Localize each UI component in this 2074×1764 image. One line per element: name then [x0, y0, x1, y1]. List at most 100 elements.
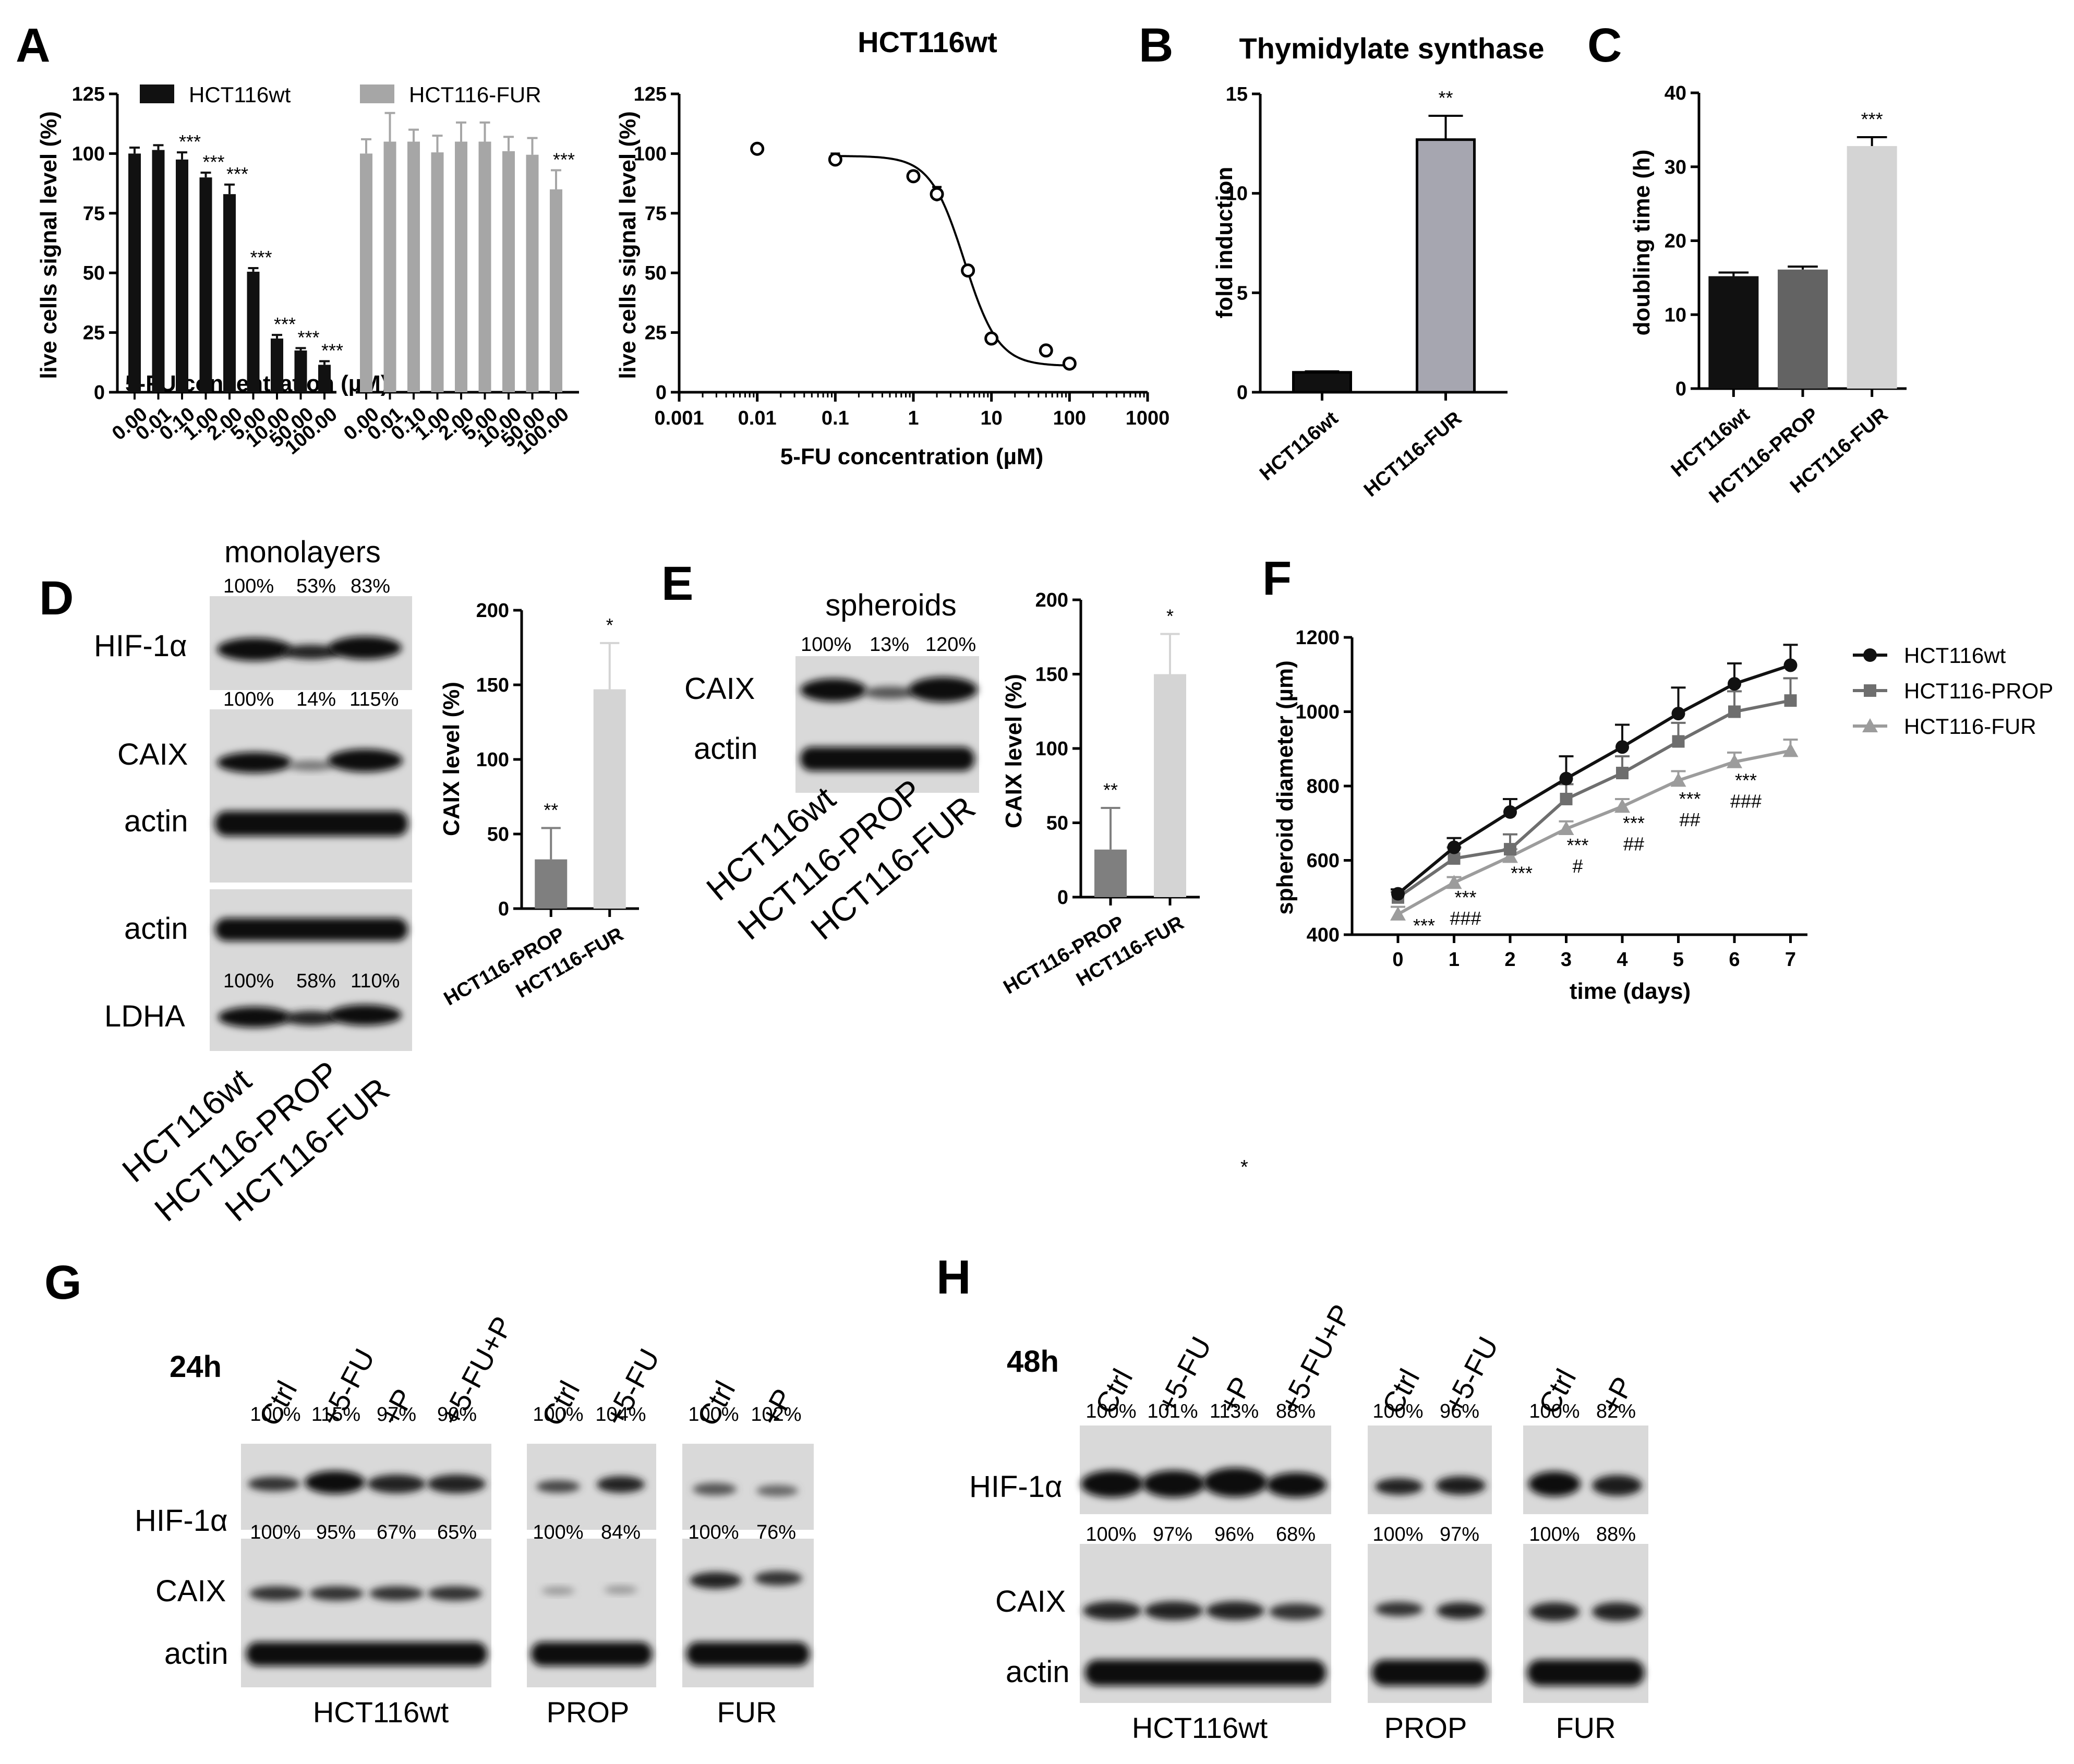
- data-point: [1671, 707, 1685, 721]
- significance-label: ***: [203, 151, 225, 173]
- chart-c-doubling-time: doubling time (h) 010203040HCT116wtHCT11…: [1629, 82, 1907, 508]
- band: [284, 1011, 338, 1025]
- band: [217, 638, 292, 661]
- data-point: [1039, 343, 1053, 358]
- legend-label: HCT116-FUR: [1904, 714, 2036, 739]
- bar: [502, 151, 515, 392]
- significance-label: *: [606, 614, 613, 636]
- bar: [431, 152, 444, 392]
- legend-swatch-hct116-fur: [360, 84, 394, 103]
- pct: 58%: [296, 970, 336, 992]
- y-tick-label: 100: [634, 143, 667, 165]
- band: [1436, 1476, 1486, 1495]
- y-tick-label: 100: [72, 143, 105, 165]
- y-tick-label: 0: [94, 382, 105, 404]
- chart-a-dose-bar: HCT116wt HCT116-FUR 5-FU concentration (…: [36, 82, 579, 459]
- legend-swatch-hct116wt: [140, 84, 174, 103]
- data-point: [1448, 852, 1461, 865]
- y-tick-label: 10: [1226, 183, 1248, 205]
- pct: 100%: [223, 575, 274, 597]
- significance-label: ##: [1623, 833, 1644, 854]
- band: [531, 1642, 652, 1666]
- band: [428, 1586, 482, 1601]
- chart-e-caix-level: CAIX level (%) 050100150200**HCT116-PROP…: [1000, 589, 1200, 999]
- band: [288, 760, 334, 771]
- y-axis-label: fold induction: [1212, 167, 1237, 319]
- significance-label: ***: [1566, 835, 1588, 856]
- band: [690, 1572, 742, 1589]
- band: [693, 1483, 737, 1495]
- blot-box-caix-actin: [795, 656, 979, 793]
- significance-label: ***: [321, 340, 343, 361]
- row-label: HIF-1α: [94, 629, 187, 663]
- bar: [407, 141, 420, 392]
- x-tick-label: 0: [1392, 949, 1403, 971]
- significance-label: ##: [1679, 809, 1700, 830]
- x-tick-label: 1000: [1126, 407, 1170, 429]
- panel-letter-g: G: [44, 1256, 82, 1309]
- band: [1375, 1478, 1423, 1495]
- y-tick-label: 0: [656, 382, 667, 404]
- significance-label: ***: [274, 313, 296, 335]
- y-tick-label: 600: [1307, 850, 1340, 872]
- pct: 100%: [801, 634, 851, 656]
- band: [1206, 1601, 1264, 1620]
- pct: 14%: [296, 688, 336, 710]
- band: [1592, 1602, 1642, 1621]
- pct: 100%: [223, 970, 274, 992]
- pct-label: 97%: [1440, 1524, 1479, 1545]
- band: [217, 752, 292, 773]
- blot-g-24h: 24h HIF-1α CAIX actin: [135, 1311, 814, 1729]
- group-label: HCT116wt: [313, 1696, 449, 1729]
- band: [1527, 1660, 1644, 1686]
- data-point: [1782, 743, 1799, 757]
- row-label: HIF-1α: [135, 1504, 228, 1538]
- data-point: [906, 169, 921, 184]
- data-point: [1670, 772, 1686, 787]
- band: [754, 1571, 802, 1586]
- band: [1266, 1472, 1327, 1497]
- panel-letter-c: C: [1587, 19, 1622, 72]
- x-tick-label: 6: [1729, 949, 1740, 971]
- y-tick-label: 15: [1226, 83, 1248, 105]
- significance-label: ***: [1679, 788, 1701, 809]
- data-point: [1558, 820, 1574, 835]
- chart-a-dose-response: HCT116wt 5-FU concentration (µM) live ce…: [615, 26, 1169, 469]
- y-tick-label: 25: [645, 322, 667, 344]
- band: [328, 749, 403, 772]
- row-label: CAIX: [155, 1574, 226, 1608]
- bar: [526, 154, 539, 392]
- significance-label: ***: [1413, 915, 1435, 936]
- row-label: CAIX: [995, 1585, 1066, 1618]
- blot-box: [1523, 1425, 1648, 1514]
- significance-label: ***: [1861, 108, 1883, 130]
- series-line: [1397, 699, 1791, 899]
- band: [329, 1005, 402, 1025]
- significance-label: ***: [1735, 770, 1757, 791]
- legend-label: HCT116wt: [1904, 643, 2006, 668]
- pct-label: 67%: [377, 1521, 416, 1543]
- band: [248, 1477, 300, 1491]
- y-tick-label: 20: [1665, 231, 1686, 252]
- pct: 13%: [870, 634, 909, 656]
- pct-label: 68%: [1276, 1524, 1316, 1545]
- legend-marker: [1862, 718, 1878, 732]
- bar: [318, 365, 331, 392]
- pct-label: 97%: [377, 1404, 416, 1425]
- bands: [215, 636, 408, 1028]
- blot-d-monolayers: monolayers 100% 53% 83% 100% 14% 115% 10…: [94, 535, 412, 1229]
- band: [215, 918, 408, 941]
- data-point: [1614, 799, 1630, 813]
- row-label: actin: [124, 912, 188, 946]
- x-tick-label: 3: [1561, 949, 1572, 971]
- y-tick-label: 25: [83, 322, 105, 344]
- band: [309, 1586, 364, 1601]
- band: [597, 1476, 645, 1493]
- band: [1529, 1602, 1579, 1621]
- pct-label: 100%: [1529, 1400, 1579, 1422]
- data-point: [1559, 771, 1573, 786]
- row-label: HIF-1α: [969, 1470, 1063, 1504]
- band: [756, 1485, 798, 1496]
- pct-label: 82%: [1596, 1400, 1636, 1422]
- x-tick-label: 0.001: [654, 407, 704, 429]
